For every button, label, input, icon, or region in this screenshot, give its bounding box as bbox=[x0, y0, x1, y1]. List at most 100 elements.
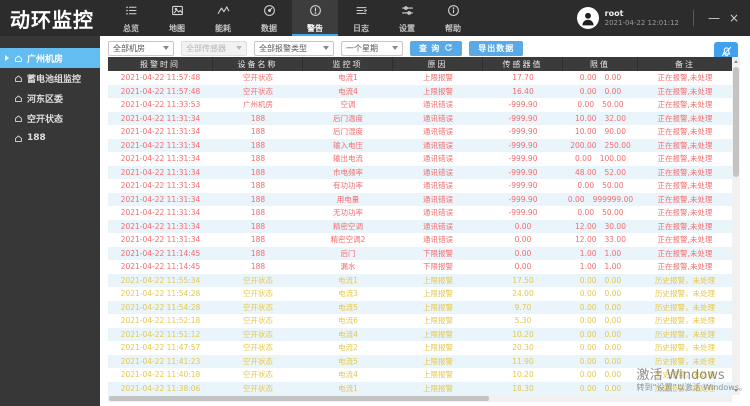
close-button[interactable]: × bbox=[728, 11, 740, 25]
vertical-scrollbar[interactable] bbox=[732, 57, 740, 395]
period-filter-value: 一个星期 bbox=[346, 43, 378, 53]
table-row[interactable]: 2021-04-22 11:31:34 188 输出电流 通讯错误 -999.90 0.0… bbox=[108, 152, 732, 166]
sensor-value: 16.40 bbox=[512, 86, 534, 96]
nav-item-map[interactable]: 地图 bbox=[154, 0, 200, 36]
table-row[interactable]: 2021-04-22 11:31:34 188 精密空调 通讯错误 0.00 12.00 3… bbox=[108, 219, 732, 234]
table-row[interactable]: 2021-04-22 11:31:34 188 输入电压 通讯错误 -999.90 200… bbox=[108, 138, 732, 152]
alarm-reason: 上限报警 bbox=[423, 289, 453, 299]
scroll-up-arrow[interactable] bbox=[732, 57, 740, 66]
table-row[interactable]: 2021-04-22 11:55:34 空开状态 电流1 上限报警 17.50 0.00 0… bbox=[108, 273, 732, 287]
sensor-filter-select[interactable]: 全部传感器 bbox=[181, 40, 247, 56]
limit-high: 0.00 bbox=[604, 383, 622, 393]
table-row[interactable]: 2021-04-22 11:51:12 空开状态 电流4 上限报警 10.20 0.00 0… bbox=[108, 327, 732, 341]
monitor-item: 精密空调 bbox=[333, 221, 363, 231]
table-row[interactable]: 2021-04-22 11:47:57 空开状态 电流2 上限报警 20.30 0.00 0… bbox=[108, 341, 732, 355]
table-row[interactable]: 2021-04-22 11:31:34 188 用电量 通讯错误 -999.90 0.00… bbox=[108, 192, 732, 206]
query-button-label: 查 询 bbox=[419, 43, 441, 53]
limit-values: 12.00 30.00 bbox=[563, 220, 638, 234]
alarm-time: 2021-04-22 11:40:18 bbox=[120, 370, 201, 380]
nav-item-logs[interactable]: 日志 bbox=[338, 0, 384, 36]
sensor-value: -999.90 bbox=[508, 167, 538, 177]
monitor-item: 电流1 bbox=[338, 73, 358, 83]
sensor-value: 11.90 bbox=[512, 356, 534, 366]
remark: 正在报警,未处理 bbox=[657, 181, 713, 191]
nav-label: 地图 bbox=[169, 24, 185, 33]
alarm-reason: 通讯错误 bbox=[423, 140, 453, 150]
limit-values: 0.00 50.00 bbox=[563, 98, 638, 112]
remark: 历史报警，未处理 bbox=[655, 316, 715, 326]
sidebar-item[interactable]: 蓄电池组监控 bbox=[0, 68, 100, 88]
nav-item-data[interactable]: 数据 bbox=[246, 0, 292, 36]
device-name: 空开状态 bbox=[243, 356, 273, 366]
device-name: 空开状态 bbox=[243, 73, 273, 83]
alarm-time: 2021-04-22 11:41:23 bbox=[120, 356, 201, 366]
table-row[interactable]: 2021-04-22 11:31:34 188 后门湿度 通讯错误 -999.90 10.… bbox=[108, 125, 732, 139]
user-block[interactable]: root 2021-04-22 12:01:12 bbox=[576, 0, 679, 36]
table-row[interactable]: 2021-04-22 11:57:48 空开状态 电流1 上限报警 17.70 0.00 0… bbox=[108, 71, 732, 85]
scroll-down-arrow[interactable] bbox=[732, 386, 740, 395]
limit-high: 50.00 bbox=[602, 181, 624, 191]
table-row[interactable]: 2021-04-22 11:31:34 188 精密空调2 通讯错误 0.00 12.00… bbox=[108, 233, 732, 247]
sidebar-item[interactable]: 188 bbox=[0, 128, 100, 148]
table-row[interactable]: 2021-04-22 11:57:48 空开状态 电流4 上限报警 16.40 0.00 0… bbox=[108, 84, 732, 98]
alarm-type-filter-select[interactable]: 全部报警类型 bbox=[254, 40, 334, 56]
alarm-reason: 上限报警 bbox=[423, 316, 453, 326]
nav-item-help[interactable]: 帮助 bbox=[430, 0, 476, 36]
table-row[interactable]: 2021-04-22 11:31:34 188 无功功率 通讯错误 -999.90 0.0… bbox=[108, 206, 732, 220]
limit-values: 1.00 1.00 bbox=[563, 247, 638, 261]
monitor-item: 后门 bbox=[340, 248, 356, 258]
device-name: 188 bbox=[250, 181, 266, 191]
sidebar-item[interactable]: 广州机房 bbox=[0, 48, 100, 68]
home-icon bbox=[15, 114, 22, 122]
room-filter-select[interactable]: 全部机房 bbox=[108, 40, 174, 56]
period-filter-select[interactable]: 一个星期 bbox=[341, 40, 403, 56]
nav-item-energy[interactable]: 能耗 bbox=[200, 0, 246, 36]
remark: 正在报警,未处理 bbox=[657, 235, 713, 245]
nav-item-settings[interactable]: 设置 bbox=[384, 0, 430, 36]
table-row[interactable]: 2021-04-22 11:54:28 空开状态 电流5 上限报警 9.70 0.00 0.… bbox=[108, 300, 732, 314]
monitor-item: 电流6 bbox=[338, 316, 358, 326]
limit-high: 50.00 bbox=[602, 208, 624, 218]
query-button[interactable]: 查 询 bbox=[410, 40, 463, 56]
table-row[interactable]: 2021-04-22 11:14:45 188 漏水 下限报警 0.00 1.00 1.00… bbox=[108, 260, 732, 274]
nav-item-overview[interactable]: 总览 bbox=[108, 0, 154, 36]
table-row[interactable]: 2021-04-22 11:31:34 188 市电频率 通讯错误 -999.90 48.… bbox=[108, 165, 732, 179]
device-name: 188 bbox=[250, 127, 266, 137]
table-row[interactable]: 2021-04-22 11:14:45 188 后门 下限报警 0.00 1.00 1.00… bbox=[108, 246, 732, 261]
column-header: 传感器值 bbox=[483, 57, 563, 71]
nav-label: 数据 bbox=[261, 24, 277, 33]
sidebar-item[interactable]: 河东区委 bbox=[0, 88, 100, 108]
nav-label: 设置 bbox=[399, 24, 415, 33]
home-icon bbox=[15, 134, 22, 142]
limit-low: 48.00 bbox=[575, 167, 597, 177]
vertical-scrollbar-thumb[interactable] bbox=[733, 67, 739, 177]
sidebar-item[interactable]: 空开状态 bbox=[0, 108, 100, 128]
horizontal-scrollbar-thumb[interactable] bbox=[109, 396, 489, 401]
table-row[interactable]: 2021-04-22 11:38:06 空开状态 电流1 上限报警 18.30 0.00 0… bbox=[108, 381, 732, 396]
alarm-time: 2021-04-22 11:51:12 bbox=[120, 329, 201, 339]
monitor-item: 电流4 bbox=[338, 329, 358, 339]
table-row[interactable]: 2021-04-22 11:40:18 空开状态 电流4 上限报警 10.20 0.00 0… bbox=[108, 368, 732, 382]
alarm-time: 2021-04-22 11:31:34 bbox=[120, 127, 201, 137]
limit-values: 0.00 0.00 bbox=[563, 382, 638, 396]
limit-high: 0.00 bbox=[604, 343, 622, 353]
table-row[interactable]: 2021-04-22 11:52:18 空开状态 电流6 上限报警 5.30 0.00 0.… bbox=[108, 314, 732, 328]
limit-high: 0.00 bbox=[604, 356, 622, 366]
limit-high: 0.00 bbox=[604, 302, 622, 312]
alarm-reason: 上限报警 bbox=[423, 370, 453, 380]
table-row[interactable]: 2021-04-22 11:54:28 空开状态 电流3 上限报警 24.00 0.00 0… bbox=[108, 287, 732, 301]
table-row[interactable]: 2021-04-22 11:31:34 188 后门温度 通讯错误 -999.90 10.… bbox=[108, 111, 732, 125]
minimize-button[interactable]: — bbox=[708, 11, 720, 25]
alarm-time: 2021-04-22 11:31:34 bbox=[120, 154, 201, 164]
table-row[interactable]: 2021-04-22 11:31:34 188 有功功率 通讯错误 -999.90 0.0… bbox=[108, 179, 732, 193]
table-row[interactable]: 2021-04-22 11:33:53 广州机房 空调 通讯错误 -999.90 0.00… bbox=[108, 98, 732, 112]
alarm-time: 2021-04-22 11:57:48 bbox=[120, 73, 201, 83]
alarm-time: 2021-04-22 11:31:34 bbox=[120, 194, 201, 204]
device-name: 空开状态 bbox=[243, 343, 273, 353]
horizontal-scrollbar[interactable] bbox=[108, 395, 732, 402]
nav-item-alerts[interactable]: 警告 bbox=[292, 0, 338, 36]
sensor-value: -999.90 bbox=[508, 154, 538, 164]
limit-low: 0.00 bbox=[579, 275, 597, 285]
export-data-button[interactable]: 导出数据 bbox=[469, 40, 524, 56]
table-row[interactable]: 2021-04-22 11:41:23 空开状态 电流5 上限报警 11.90 0.00 0… bbox=[108, 354, 732, 368]
